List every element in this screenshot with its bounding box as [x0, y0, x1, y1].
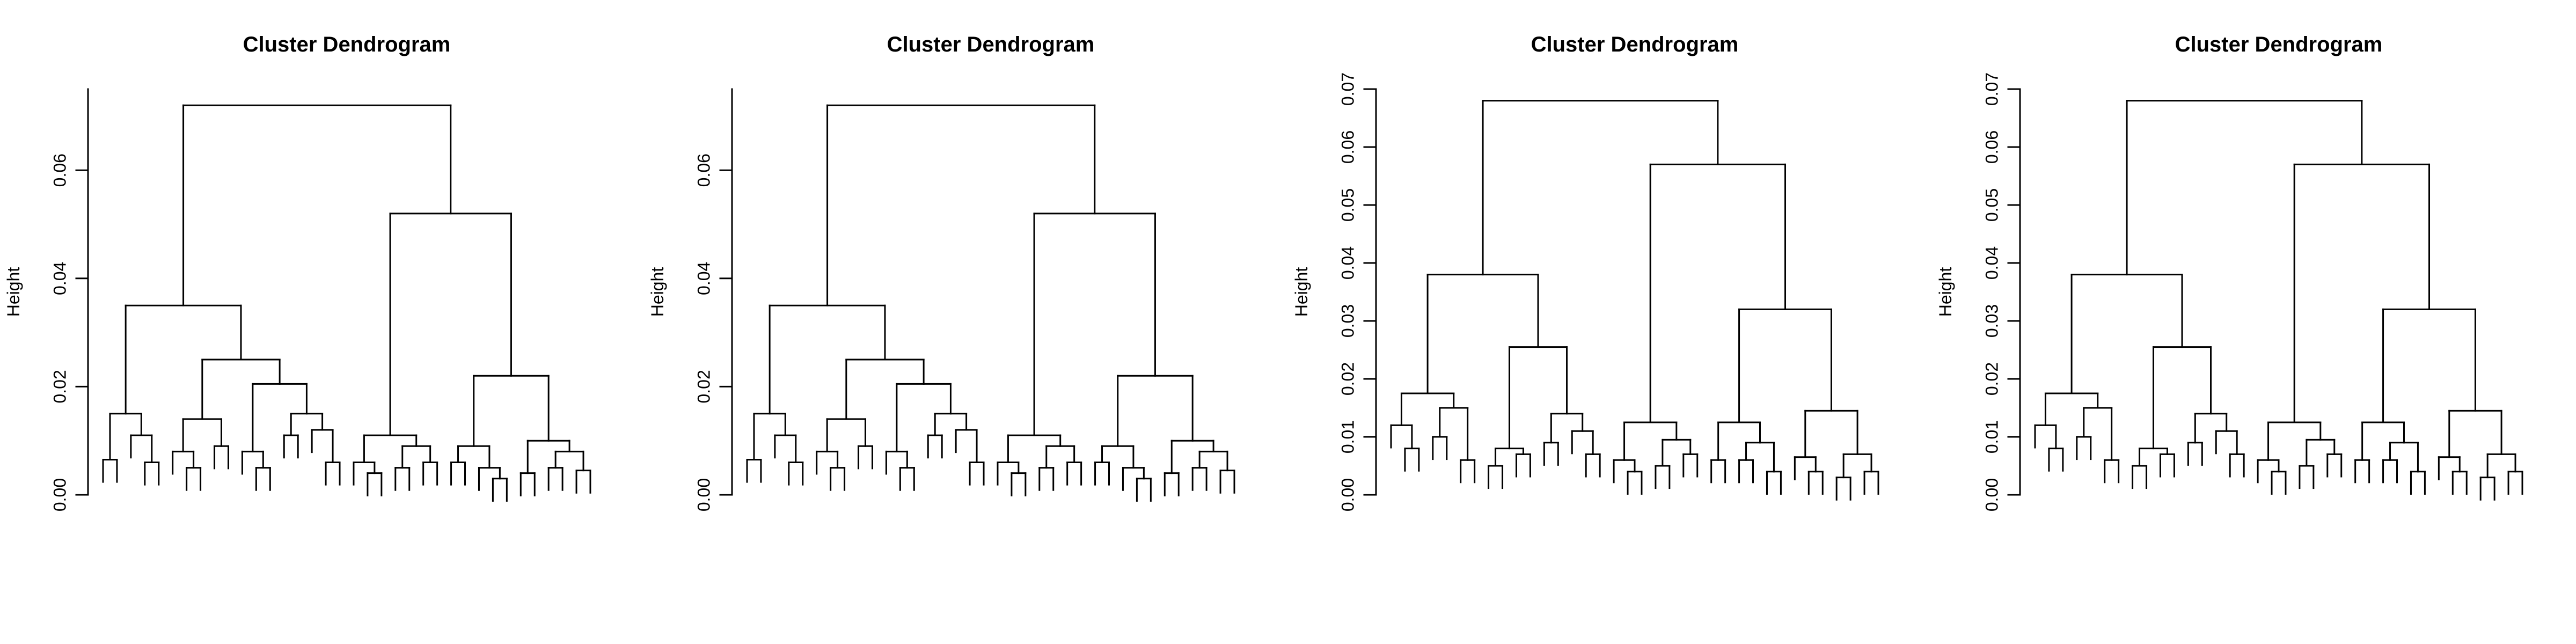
y-tick-label: 0.05	[1982, 188, 2001, 222]
y-tick-label: 0.02	[50, 370, 69, 403]
y-tick-label: 0.00	[1338, 478, 1357, 511]
y-tick-label: 0.03	[1338, 304, 1357, 338]
y-tick-label: 0.02	[1982, 362, 2001, 396]
y-tick-label: 0.06	[1338, 130, 1357, 164]
y-tick-label: 0.04	[694, 262, 713, 295]
y-tick-label: 0.01	[1982, 420, 2001, 453]
y-tick-label: 0.06	[50, 153, 69, 187]
y-tick-label: 0.03	[1982, 304, 2001, 338]
y-tick-label: 0.05	[1338, 188, 1357, 222]
chart-panel: Cluster Dendrogram Height 0.00 0.02 0.04 0.06	[648, 33, 1235, 511]
chart-title: Cluster Dendrogram	[243, 33, 451, 56]
y-tick-label: 0.06	[694, 153, 713, 187]
chart-title: Cluster Dendrogram	[2175, 33, 2383, 56]
y-tick-label: 0.06	[1982, 130, 2001, 164]
chart-panel: Cluster Dendrogram Height 0.00 0.02 0.04 0.06	[4, 33, 591, 511]
y-tick-label: 0.00	[1982, 478, 2001, 511]
y-tick-label: 0.01	[1338, 420, 1357, 453]
chart-panel: Cluster Dendrogram Height 0.00 0.01 0.02 0.03…	[1292, 33, 1879, 511]
y-axis-label: Height	[1292, 267, 1311, 317]
y-tick-label: 0.04	[50, 262, 69, 295]
y-tick-label: 0.00	[50, 478, 69, 511]
y-tick-label: 0.02	[1338, 362, 1357, 396]
y-axis-label: Height	[1936, 267, 1955, 317]
y-tick-label: 0.07	[1338, 72, 1357, 106]
chart-title: Cluster Dendrogram	[887, 33, 1095, 56]
chart-panel: Cluster Dendrogram Height 0.00 0.01 0.02 0.03…	[1936, 33, 2523, 511]
y-tick-label: 0.04	[1982, 246, 2001, 280]
y-tick-label: 0.04	[1338, 246, 1357, 280]
chart-title: Cluster Dendrogram	[1531, 33, 1739, 56]
y-tick-label: 0.02	[694, 370, 713, 403]
y-tick-label: 0.00	[694, 478, 713, 511]
y-tick-label: 0.07	[1982, 72, 2001, 106]
y-axis-label: Height	[648, 267, 667, 317]
y-axis-label: Height	[4, 267, 23, 317]
